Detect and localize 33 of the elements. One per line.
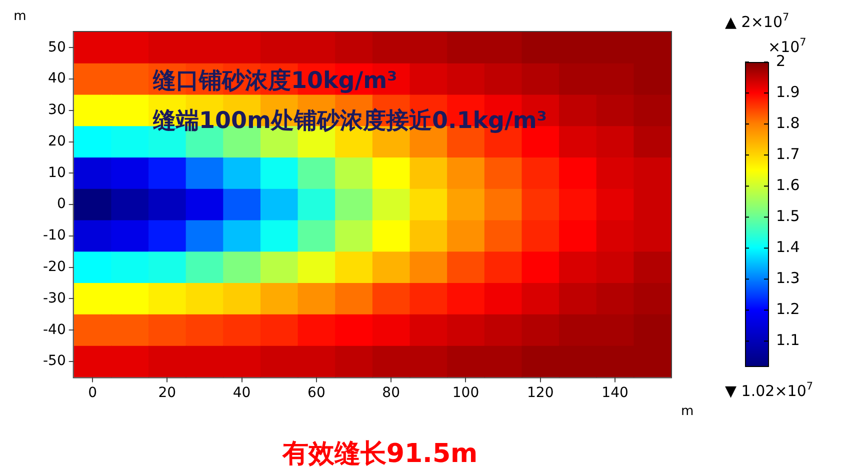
color-bar-label: 2 [776, 52, 786, 70]
y-tick-label: -40 [42, 322, 66, 338]
y-tick-label: 0 [56, 196, 66, 212]
x-tick-label: 140 [602, 385, 628, 402]
color-bar-label: 1.9 [776, 82, 800, 101]
color-bar-label: 1.7 [776, 144, 800, 163]
x-tick-label: 100 [452, 385, 480, 402]
x-tick-label: 20 [158, 385, 176, 402]
x-tick-label: 120 [527, 385, 554, 402]
y-tick-label: -10 [42, 228, 66, 244]
y-axis-title: m [14, 9, 26, 24]
color-bar-label: 1.1 [776, 331, 800, 350]
x-tick-label: 80 [382, 385, 400, 402]
y-tick-label: 40 [48, 70, 66, 87]
color-bar-label: 1.6 [776, 176, 800, 194]
annotation: 缝口铺砂浓度10kg/m³ [152, 67, 398, 94]
y-tick-label: -50 [42, 353, 66, 370]
x-tick-label: 60 [308, 385, 326, 402]
y-tick-label: -30 [42, 290, 66, 306]
y-tick-label: 50 [48, 39, 66, 56]
color-bar-label: 1.2 [776, 300, 800, 318]
color-bar-label: 1.3 [776, 269, 800, 288]
x-tick-label: 0 [88, 385, 97, 402]
y-tick-label: 20 [48, 133, 66, 150]
x-tick-label: 40 [232, 385, 251, 402]
color-bar-label: 1.5 [776, 206, 800, 225]
y-tick-label: -20 [42, 259, 66, 276]
color-bar-label: 1.8 [776, 114, 800, 132]
text: 有效缝长91.5m [281, 439, 478, 467]
y-tick-label: 10 [48, 164, 66, 181]
x-axis-title: m [681, 404, 694, 420]
color-bar-label: 1.4 [776, 238, 800, 256]
y-tick-label: 30 [48, 102, 66, 118]
